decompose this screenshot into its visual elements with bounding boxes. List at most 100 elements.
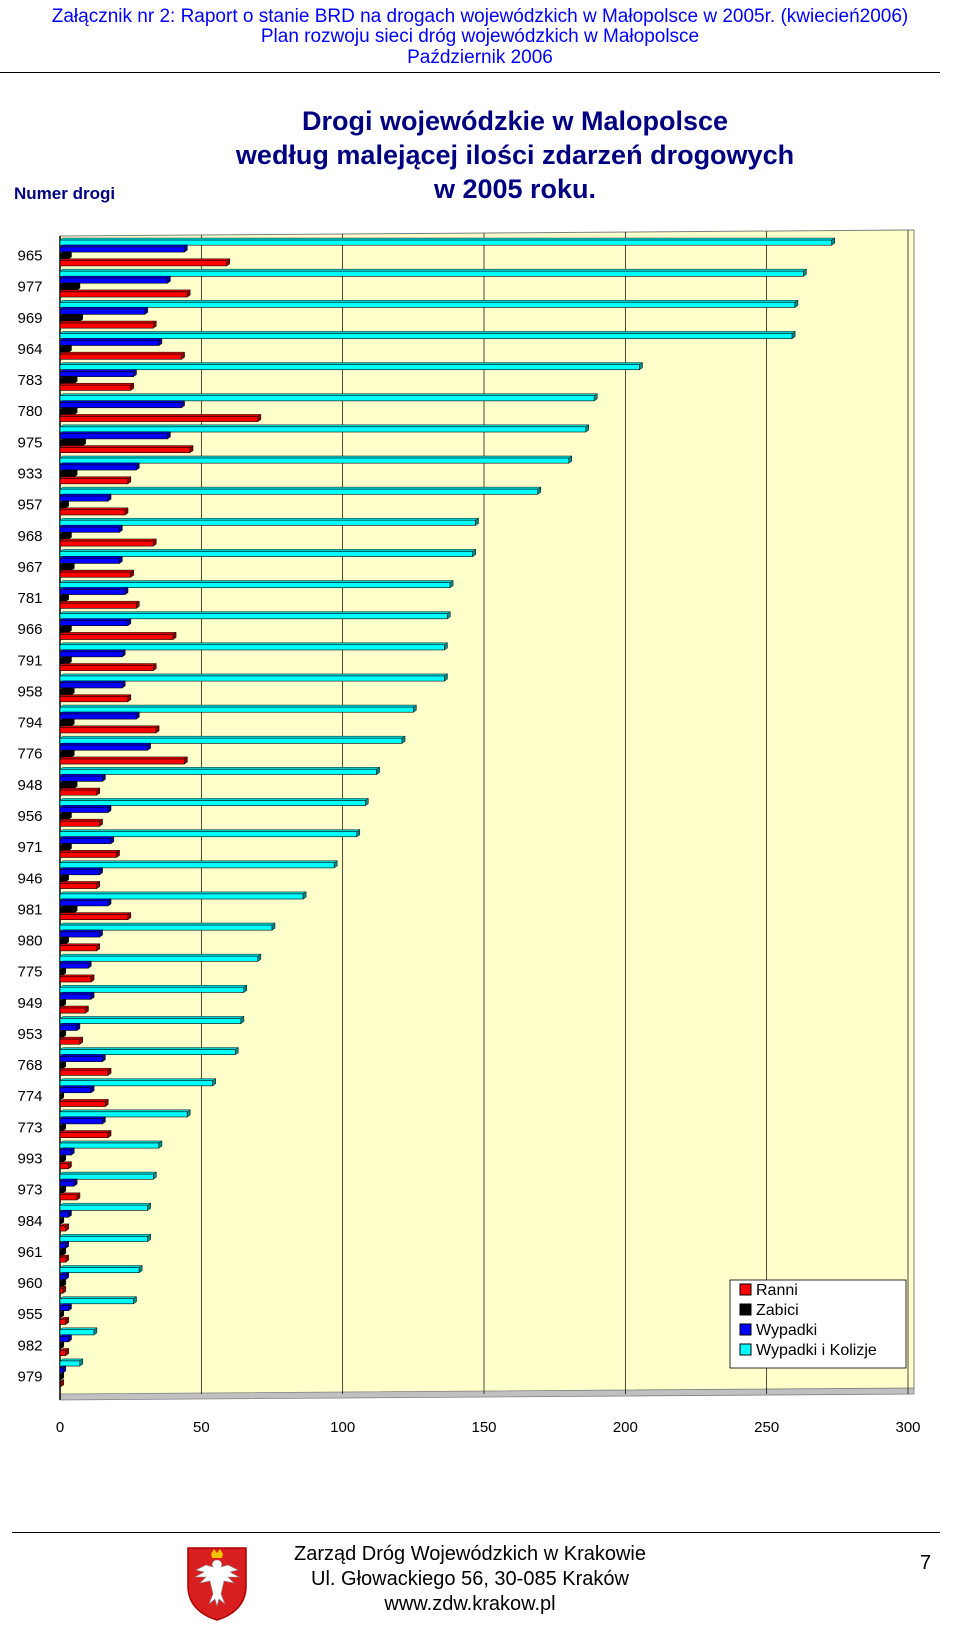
bar-774-wypadki-i-kolizje (59, 1078, 217, 1087)
bar-794-zabici (59, 718, 75, 727)
legend-swatch-ranni (739, 1283, 752, 1296)
bar-971-wypadki-i-kolizje (59, 829, 361, 838)
bar-948-zabici (59, 780, 78, 789)
bar-968-wypadki-i-kolizje (59, 517, 480, 526)
bar-960-ranni (59, 1285, 67, 1294)
y-tick-label-933: 933 (17, 466, 42, 483)
bar-794-wypadki (59, 711, 140, 720)
bar-960-zabici (59, 1278, 67, 1287)
y-tick-label-958: 958 (17, 683, 42, 700)
bar-968-wypadki (59, 524, 124, 533)
bar-982-wypadki (59, 1334, 73, 1343)
bar-768-zabici (59, 1060, 67, 1069)
bar-780-zabici (59, 407, 78, 416)
bar-969-ranni (59, 320, 157, 329)
bar-949-zabici (59, 998, 67, 1007)
y-tick-label-969: 969 (17, 310, 42, 327)
y-tick-label-971: 971 (17, 839, 42, 856)
bar-993-wypadki-i-kolizje (59, 1140, 163, 1149)
bar-949-wypadki (59, 991, 95, 1000)
bar-980-wypadki-i-kolizje (59, 922, 276, 931)
x-tick-label-300: 300 (895, 1419, 920, 1436)
bar-780-wypadki-i-kolizje (59, 393, 598, 402)
bar-964-wypadki (59, 337, 163, 346)
y-tick-label-977: 977 (17, 279, 42, 296)
footer-org: Zarząd Dróg Wojewódzkich w Krakowie (294, 1543, 646, 1565)
bar-965-wypadki-i-kolizje (59, 237, 836, 246)
y-tick-label-780: 780 (17, 403, 42, 420)
bar-975-zabici (59, 438, 87, 447)
bar-982-wypadki-i-kolizje (59, 1327, 98, 1336)
bar-965-zabici (59, 251, 73, 260)
bar-773-wypadki-i-kolizje (59, 1109, 191, 1118)
bar-768-ranni (59, 1067, 112, 1076)
bar-933-ranni (59, 476, 132, 485)
y-tick-label-967: 967 (17, 559, 42, 576)
bar-961-wypadki (59, 1240, 70, 1249)
bar-975-wypadki-i-kolizje (59, 424, 590, 433)
bar-984-wypadki (59, 1209, 73, 1218)
legend-label-ranni: Ranni (756, 1282, 798, 1299)
bar-957-ranni (59, 507, 129, 516)
bar-960-wypadki (59, 1271, 70, 1281)
y-tick-label-956: 956 (17, 808, 42, 825)
bar-967-wypadki-i-kolizje (59, 548, 477, 558)
bar-977-zabici (59, 282, 81, 291)
x-tick-label-150: 150 (471, 1419, 496, 1436)
bar-949-ranni (59, 1005, 90, 1014)
bar-946-zabici (59, 874, 70, 883)
bar-961-zabici (59, 1247, 67, 1256)
bar-783-wypadki-i-kolizje (59, 362, 644, 371)
x-tick-label-250: 250 (754, 1419, 779, 1436)
bar-768-wypadki-i-kolizje (59, 1047, 239, 1056)
bar-775-wypadki-i-kolizje (59, 953, 262, 962)
bar-946-wypadki (59, 867, 104, 876)
bar-979-zabici (59, 1372, 65, 1381)
bar-993-wypadki (59, 1147, 75, 1156)
y-tick-label-773: 773 (17, 1119, 42, 1136)
bar-981-ranni (59, 912, 132, 921)
bar-776-zabici (59, 749, 75, 758)
bar-961-ranni (59, 1254, 70, 1263)
bar-960-wypadki-i-kolizje (59, 1264, 143, 1274)
y-tick-label-961: 961 (17, 1244, 42, 1261)
bar-773-ranni (59, 1130, 112, 1139)
bar-956-wypadki-i-kolizje (59, 797, 369, 807)
bar-776-ranni (59, 756, 189, 765)
bar-955-wypadki (59, 1303, 73, 1312)
y-tick-label-775: 775 (17, 964, 42, 981)
chart-title-line-3: w 2005 roku. (433, 174, 597, 204)
bar-961-wypadki-i-kolizje (59, 1233, 152, 1242)
bar-982-ranni (59, 1347, 70, 1357)
legend-swatch-zabici (739, 1303, 752, 1316)
bar-783-zabici (59, 375, 78, 385)
y-tick-label-965: 965 (17, 248, 42, 265)
bar-966-wypadki-i-kolizje (59, 611, 451, 620)
bar-967-wypadki (59, 555, 124, 564)
bar-791-zabici (59, 656, 73, 665)
y-tick-label-975: 975 (17, 434, 42, 451)
bar-993-ranni (59, 1161, 73, 1170)
bar-980-wypadki (59, 929, 104, 938)
road-number-label: Numer drogi (14, 184, 116, 203)
y-tick-label-768: 768 (17, 1057, 42, 1074)
y-tick-label-980: 980 (17, 933, 42, 950)
header-line-3: Październik 2006 (407, 47, 553, 68)
bar-933-wypadki-i-kolizje (59, 455, 573, 464)
bar-968-zabici (59, 531, 73, 540)
bar-768-wypadki (59, 1053, 107, 1063)
bar-957-zabici (59, 500, 70, 509)
bar-955-ranni (59, 1316, 70, 1325)
y-tick-label-776: 776 (17, 746, 42, 763)
bar-969-zabici (59, 313, 84, 322)
bar-971-ranni (59, 849, 121, 858)
footer-web[interactable]: www.zdw.krakow.pl (384, 1593, 556, 1615)
bar-781-wypadki (59, 586, 129, 596)
bar-975-ranni (59, 445, 194, 454)
bar-774-wypadki (59, 1085, 95, 1094)
chart-title-line-2: według malejącej ilości zdarzeń drogowyc… (235, 140, 795, 170)
bar-780-ranni (59, 413, 262, 423)
bar-958-wypadki-i-kolizje (59, 673, 449, 682)
y-tick-label-966: 966 (17, 621, 42, 638)
bar-977-wypadki (59, 275, 172, 284)
